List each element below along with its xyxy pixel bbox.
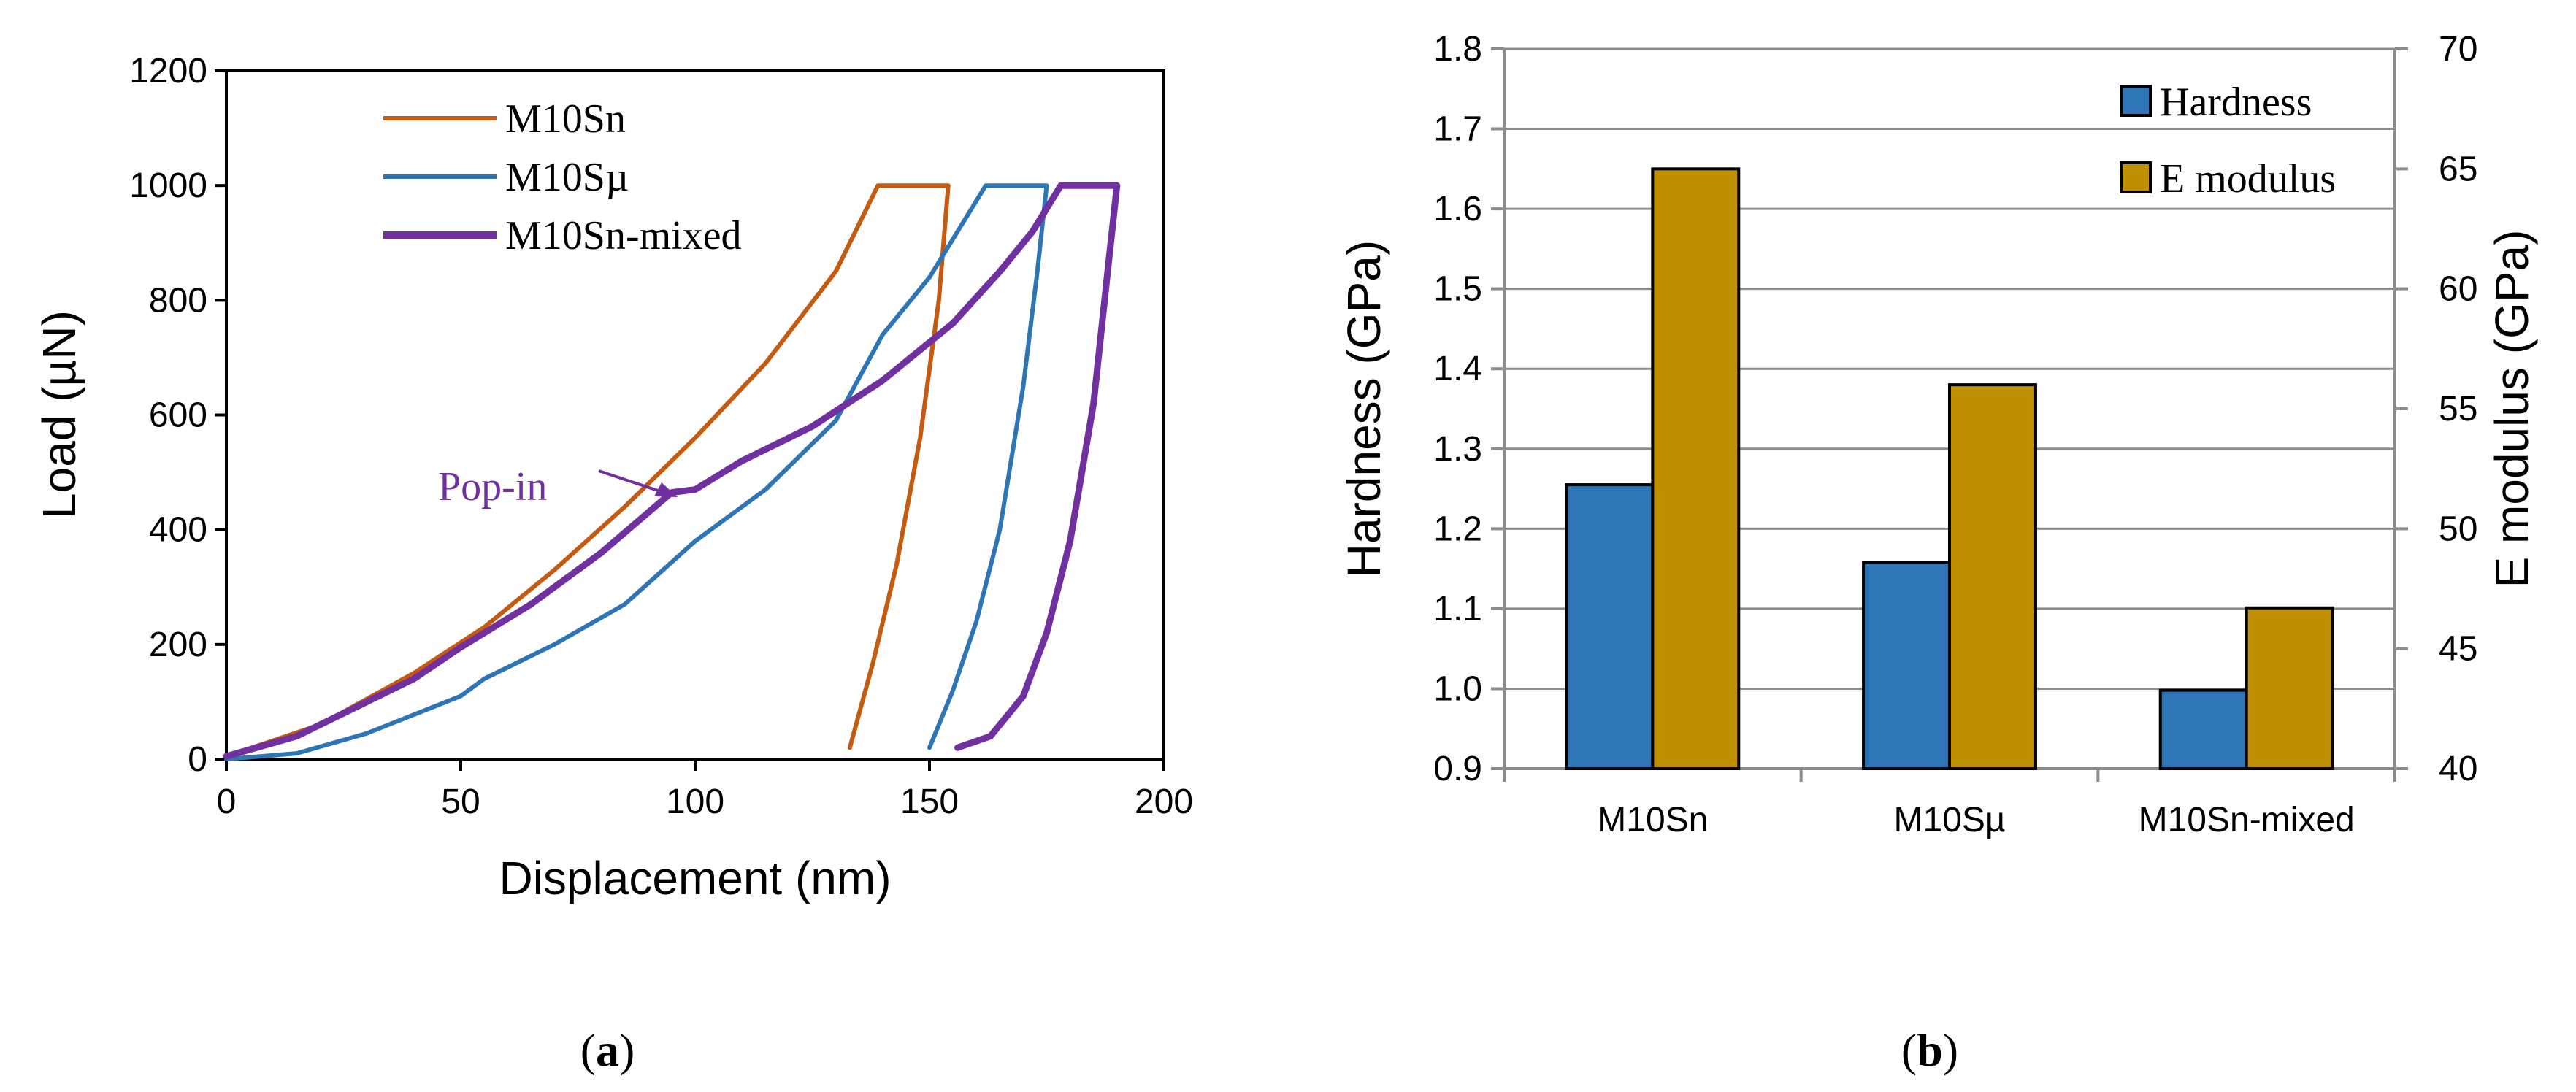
panel-b-bars [1565,167,2334,771]
panel-b-caption: (b) [1901,1024,1958,1076]
panel-b-caption-letter: b [1917,1024,1943,1076]
panel-a-caption-letter: a [596,1024,619,1076]
panel-b-hardness-modulus-chart: 0.9 1.0 1.1 1.2 1.3 1.4 1.5 1.6 1.7 1.8 40 45 50 55 6… [1338,30,2538,1076]
y2-tick-label: 65 [2439,150,2477,188]
modulus-bar [1948,383,2037,770]
category-label: M10Sn-mixed [2139,801,2355,839]
y-tick-label: 800 [149,281,207,320]
legend-label-3: M10Sn-mixed [505,213,742,258]
y-tick-label: 1200 [129,52,207,91]
panel-a-y-ticks: 0 200 400 600 800 1000 1200 [129,52,226,779]
y2-tick-label: 55 [2439,390,2477,428]
panel-b-y-axis-label: Hardness (GPa) [1338,240,1390,577]
legend-label-1: M10Sn [505,96,626,142]
y2-tick-label: 70 [2439,30,2477,69]
y2-tick-label: 40 [2439,750,2477,788]
panel-a-load-displacement-chart: 0 200 400 600 800 1000 1200 0 50 100 150 200 M10Sn… [33,52,1193,1076]
x-tick-label: 100 [666,783,724,821]
y-tick-label: 0.9 [1433,750,1482,788]
legend-label-2: M10Sµ [505,155,629,200]
legend-label-1: Hardness [2160,80,2312,125]
y-tick-label: 1.1 [1433,590,1482,628]
x-tick-label: 0 [217,783,237,821]
panel-b-category-labels: M10Sn M10Sµ M10Sn-mixed [1503,769,2396,839]
series-line-1 [224,183,951,759]
y2-tick-label: 45 [2439,630,2477,669]
x-tick-label: 50 [441,783,480,821]
y-tick-label: 1.4 [1433,350,1482,388]
y-tick-label: 1000 [129,166,207,205]
panel-a-x-axis-label: Displacement (nm) [499,852,891,904]
panel-a-series [223,182,1121,761]
category-label: M10Sµ [1893,801,2005,839]
hardness-bar [2158,688,2248,770]
hardness-bar [1862,561,1951,770]
x-tick-label: 200 [1135,783,1193,821]
y-tick-label: 400 [149,511,207,550]
y-tick-label: 1.8 [1433,30,1482,69]
legend-swatch-1 [2120,85,2152,117]
pop-in-label: Pop-in [438,464,547,510]
series-line-2 [224,183,1049,761]
panel-a-legend: M10Sn M10Sµ M10Sn-mixed [383,96,742,258]
pop-in-annotation: Pop-in [438,464,678,510]
panel-a-y-axis-label: Load (µN) [33,310,85,519]
panel-b-legend: Hardness E modulus [2120,80,2336,201]
panel-a-x-ticks: 0 50 100 150 200 [217,759,1193,821]
y-tick-label: 1.0 [1433,669,1482,708]
pop-in-arrow-line [598,469,665,494]
pop-in-arrow-head [654,482,678,497]
y-tick-label: 1.2 [1433,510,1482,548]
legend-label-2: E modulus [2160,156,2336,201]
y-tick-label: 0 [188,740,207,779]
panel-b-y-ticks: 0.9 1.0 1.1 1.2 1.3 1.4 1.5 1.6 1.7 1.8 [1433,30,1504,788]
panel-a-caption: (a) [580,1024,635,1076]
modulus-bar [2245,606,2334,770]
y-tick-label: 1.3 [1433,430,1482,469]
legend-swatch-2 [2120,161,2152,193]
y-tick-label: 200 [149,626,207,664]
x-tick-label: 150 [900,783,959,821]
y-tick-label: 1.5 [1433,270,1482,309]
y-tick-label: 1.7 [1433,110,1482,149]
panel-b-y2-ticks: 40 45 50 55 60 65 70 [2395,30,2477,788]
hardness-bar [1565,483,1655,770]
y2-tick-label: 60 [2439,270,2477,309]
series-line-3 [223,182,1121,760]
panel-b-y2-axis-label: E modulus (GPa) [2485,230,2538,588]
category-label: M10Sn [1597,801,1708,839]
modulus-bar [1651,167,1741,771]
panel-a-plot-frame [225,69,1165,761]
y2-tick-label: 50 [2439,510,2477,548]
y-tick-label: 600 [149,396,207,435]
y-tick-label: 1.6 [1433,190,1482,228]
